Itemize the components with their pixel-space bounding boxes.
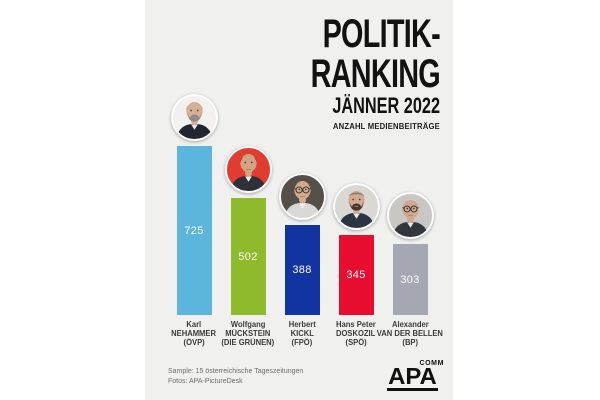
header: POLITIK-RANKING JÄNNER 2022 ANZAHL MEDIE… xyxy=(145,0,441,131)
portrait-illustration xyxy=(278,173,326,220)
last-name: NEHAMMER xyxy=(171,329,217,338)
party-label: (BP) xyxy=(402,338,418,347)
bar-value: 502 xyxy=(238,250,258,263)
first-name: Wolfgang xyxy=(230,320,266,329)
bar-value: 303 xyxy=(400,273,420,286)
bar-value: 345 xyxy=(346,269,366,281)
portrait-avatar xyxy=(278,173,326,220)
portrait-avatar xyxy=(386,192,434,239)
portrait-avatar xyxy=(224,146,272,193)
politician-column: 725 xyxy=(167,94,221,315)
measure-label: ANZAHL MEDIENBEITRÄGE xyxy=(332,122,440,131)
politician-name: Herbert KICKL (FPÖ) xyxy=(267,320,337,347)
bar-value: 388 xyxy=(292,264,312,276)
last-name: DOSKOZIL xyxy=(336,329,376,338)
infographic-panel: POLITIK-RANKING JÄNNER 2022 ANZAHL MEDIE… xyxy=(145,0,453,400)
bar: 303 xyxy=(392,244,428,315)
footnotes: Sample: 15 österreichische Tageszeitunge… xyxy=(168,367,303,387)
party-label: (DIE GRÜNEN) xyxy=(221,338,275,347)
politician-name: Wolfgang MÜCKSTEIN (DIE GRÜNEN) xyxy=(213,320,283,347)
last-name: KICKL xyxy=(290,329,314,338)
logo-apa-text: APA xyxy=(387,364,438,391)
bar: 502 xyxy=(230,198,266,315)
politician-column: 388 xyxy=(275,173,329,315)
party-label: (SPÖ) xyxy=(345,338,367,347)
party-label: (ÖVP) xyxy=(183,338,205,347)
first-name: Alexander xyxy=(391,320,429,329)
last-name: VAN DER BELLEN xyxy=(376,329,444,338)
page-title: POLITIK-RANKING xyxy=(310,12,441,96)
first-name: Herbert xyxy=(288,320,316,329)
subtitle-month: JÄNNER 2022 xyxy=(332,93,440,118)
logo-comm-text: COMM xyxy=(419,359,444,367)
first-name: Karl xyxy=(186,320,202,329)
portrait-illustration xyxy=(386,192,434,239)
politician-name: Hans Peter DOSKOZIL (SPÖ) xyxy=(321,320,391,347)
politician-column: 345 xyxy=(329,183,383,315)
portrait-illustration xyxy=(224,146,272,193)
bar: 345 xyxy=(338,235,374,315)
bar: 725 xyxy=(176,146,212,315)
sample-note: Sample: 15 österreichische Tageszeitunge… xyxy=(168,368,304,375)
portrait-avatar xyxy=(332,183,380,230)
bar-chart: 725 502 388 345 303 xyxy=(167,0,439,315)
party-label: (FPÖ) xyxy=(291,338,313,347)
politician-name: Alexander VAN DER BELLEN (BP) xyxy=(375,320,445,347)
bar: 388 xyxy=(284,225,320,315)
politician-column: 303 xyxy=(383,192,437,315)
portrait-illustration xyxy=(332,183,380,230)
apa-comm-logo: COMM APA xyxy=(387,359,444,391)
last-name: MÜCKSTEIN xyxy=(225,329,271,338)
portrait-illustration xyxy=(170,94,218,141)
photo-credit: Fotos: APA-PictureDesk xyxy=(168,378,243,385)
portrait-avatar xyxy=(170,94,218,141)
politician-name: Karl NEHAMMER (ÖVP) xyxy=(159,320,229,347)
first-name: Hans Peter xyxy=(336,320,376,329)
bar-value: 725 xyxy=(184,224,204,237)
politician-column: 502 xyxy=(221,146,275,315)
